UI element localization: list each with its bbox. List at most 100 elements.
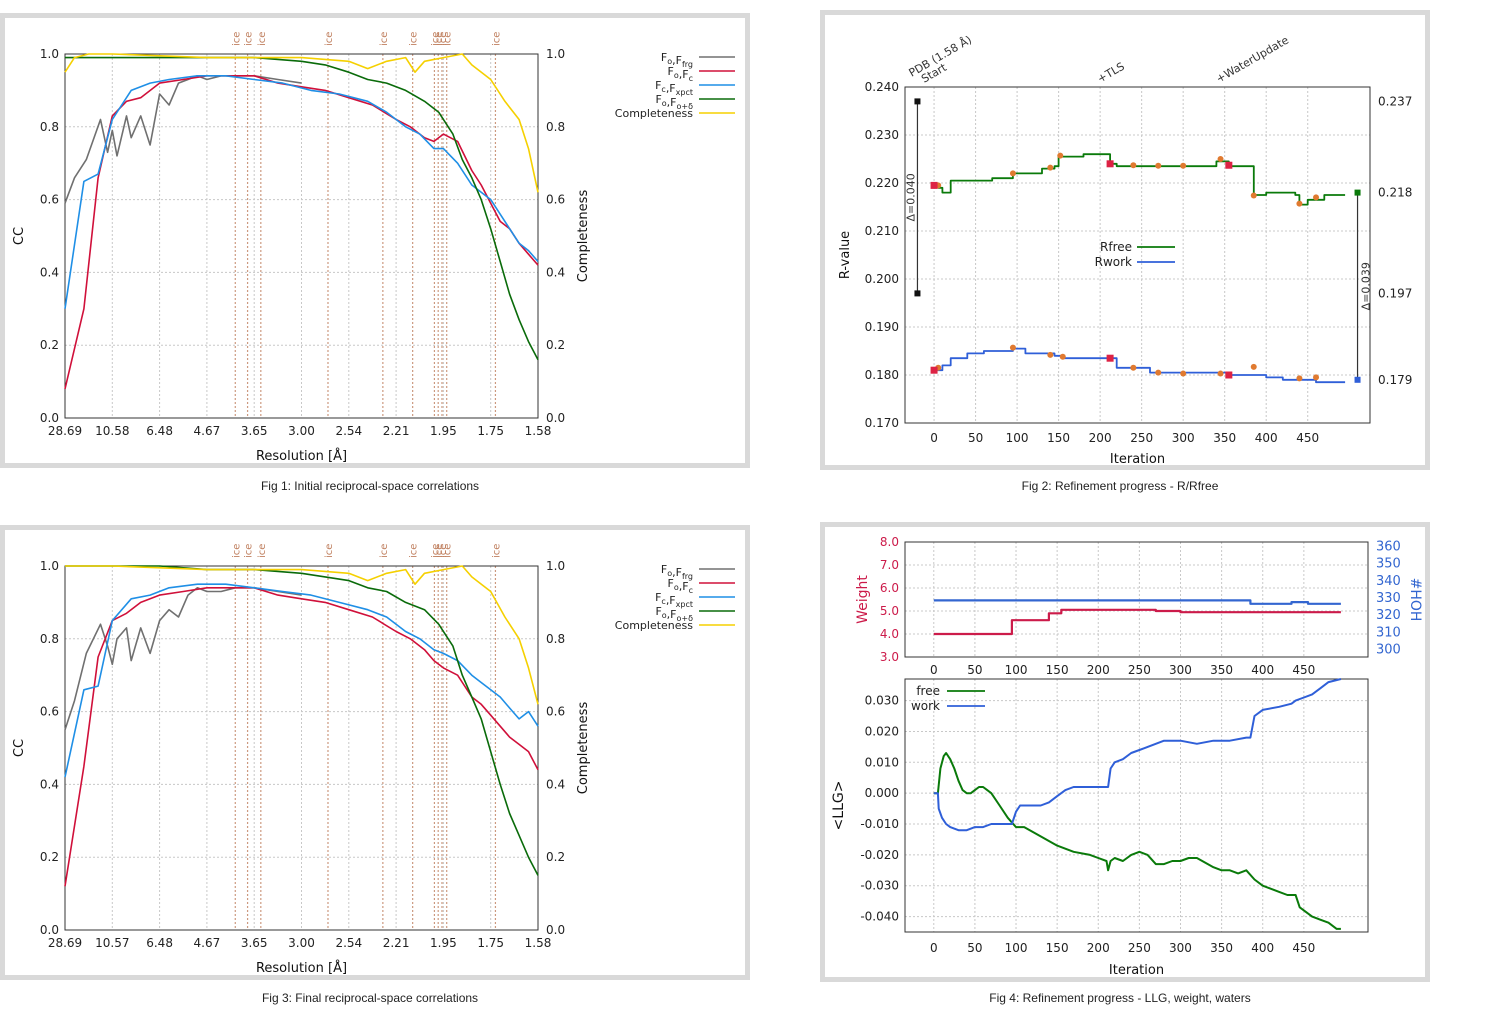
marker-point [1296, 375, 1303, 382]
ice-label: ice [491, 32, 502, 46]
marker-point [1217, 370, 1224, 377]
y-tick-label: 0.200 [865, 272, 899, 286]
legend-label: work [911, 699, 940, 713]
weight-tick-label: 3.0 [880, 650, 899, 664]
x-tick-label: 250 [1130, 431, 1153, 445]
legend-label: Fo,Fo+δ [655, 605, 693, 623]
marker-point [1180, 370, 1187, 377]
y2-tick-label: 0.2 [546, 850, 565, 864]
legend-label: Fo,Ffrg [661, 51, 693, 69]
y2-axis-label: Completeness [576, 190, 591, 283]
marker-point [1009, 344, 1016, 351]
x-tick-label: 28.69 [48, 424, 82, 438]
figure-4-panel: 0 50 100 150 200 250 300 350 400 450 3.0 4.0 5.0 6.0 7… [820, 522, 1430, 982]
hoh-tick-label: 360 [1376, 539, 1401, 554]
x-tick-label: 450 [1292, 941, 1315, 955]
y2-tick-label: 0.4 [546, 777, 565, 791]
ice-label: ice [379, 32, 390, 46]
marker-point [1047, 164, 1054, 171]
plot-frame [64, 53, 539, 419]
x-tick-label: 1.58 [525, 936, 552, 950]
bottom-plot-frame [904, 678, 1369, 933]
x-tick-label: 200 [1089, 431, 1112, 445]
y-tick-label: 0.2 [40, 338, 59, 352]
marker-point [1296, 200, 1303, 207]
series-line-red [64, 586, 539, 887]
x-tick-label: 3.00 [288, 936, 315, 950]
y-axis-label: CC [12, 739, 27, 757]
x-tick-label: 400 [1251, 663, 1274, 677]
x-tick-label: 1.75 [477, 424, 504, 438]
x-tick-label: 100 [1006, 431, 1029, 445]
marker-square [1106, 160, 1114, 168]
x-tick-label: 1.75 [477, 936, 504, 950]
y2-tick-label: 0.6 [546, 193, 565, 207]
marker-black [914, 290, 921, 297]
fig2-caption: Fig 2: Refinement progress - R/Rfree [1021, 479, 1219, 493]
annotation-label: +TLS [1095, 60, 1127, 86]
x-tick-label: 50 [967, 941, 982, 955]
marker-square [930, 366, 938, 374]
x-tick-label: 400 [1255, 431, 1278, 445]
annotation-label: +WaterUpdate [1214, 33, 1291, 85]
y2-tick-label: 0.8 [546, 632, 565, 646]
x-axis-label: Iteration [1110, 452, 1165, 465]
y-axis-label: CC [12, 227, 27, 245]
weight-tick-label: 8.0 [880, 535, 899, 549]
fig3-chart: 28.69 10.57 6.48 4.67 3.65 3.00 2.54 2.21 1.95 1.… [12, 544, 735, 975]
x-tick-label: 2.54 [335, 424, 362, 438]
hoh-axis-label: #HOH [1407, 578, 1423, 622]
series-line-grey [64, 586, 302, 731]
ice-label: ice [443, 544, 454, 558]
ice-label: ice [324, 544, 335, 558]
marker-point [1250, 192, 1257, 199]
ice-label: ice [438, 32, 449, 46]
series-line-weight [933, 608, 1341, 636]
y2-tick-label: 0.4 [546, 265, 565, 279]
marker-point [1155, 162, 1162, 169]
figure-1-panel: 28.69 10.58 6.48 4.67 3.65 3.00 2.54 2.21 1.95 1.… [0, 13, 750, 468]
llg-tick-label: 0.030 [865, 694, 899, 708]
ice-label: ice [231, 32, 242, 46]
figure-3-panel: 28.69 10.57 6.48 4.67 3.65 3.00 2.54 2.21 1.95 1.… [0, 525, 750, 980]
top-plot-frame [904, 541, 1369, 658]
series-line-free [933, 752, 1341, 930]
x-tick-label: 250 [1128, 663, 1151, 677]
y2-tick-label: 0.179 [1378, 373, 1412, 387]
marker-square [930, 181, 938, 189]
series-line-yellow [64, 53, 539, 193]
ice-label: ice [257, 32, 268, 46]
ice-label: ice [379, 544, 390, 558]
fig2-chart: 0 50 100 150 200 250 300 350 400 450 0.170 0.180 0.1… [838, 33, 1412, 465]
delta-label: Δ=0.039 [1360, 262, 1373, 310]
y2-tick-label: 0.6 [546, 705, 565, 719]
series-line-rwork [934, 347, 1346, 384]
legend-label: Completeness [615, 107, 693, 120]
x-axis-label: Resolution [Å] [256, 448, 347, 463]
x-tick-label: 200 [1087, 941, 1110, 955]
x-tick-label: 10.57 [95, 936, 129, 950]
x-tick-label: 250 [1128, 941, 1151, 955]
marker-point [1180, 162, 1187, 169]
fig1-chart: 28.69 10.58 6.48 4.67 3.65 3.00 2.54 2.21 1.95 1.… [12, 32, 735, 463]
x-tick-label: 100 [1005, 941, 1028, 955]
legend-label: Fc,Fxpct [655, 591, 693, 609]
y-tick-label: 0.170 [865, 416, 899, 430]
y2-tick-label: 0.8 [546, 120, 565, 134]
x-tick-label: 28.69 [48, 936, 82, 950]
fig1-caption: Fig 1: Initial reciprocal-space correlat… [260, 479, 480, 493]
series-line-hoh [933, 599, 1341, 605]
x-tick-label: 50 [968, 431, 983, 445]
marker-point [1313, 194, 1320, 201]
y-tick-label: 0.8 [40, 632, 59, 646]
x-tick-label: 0 [930, 941, 938, 955]
fig4-caption: Fig 4: Refinement progress - LLG, weight… [989, 991, 1251, 1005]
weight-axis-label: Weight [855, 575, 871, 624]
ice-label: ice [443, 32, 454, 46]
legend-label: Rfree [1100, 240, 1132, 254]
llg-axis-label: <LLG> [831, 781, 847, 831]
weight-tick-label: 4.0 [880, 627, 899, 641]
hoh-tick-label: 330 [1376, 591, 1401, 606]
y2-tick-label: 0.2 [546, 338, 565, 352]
x-tick-label: 0 [930, 663, 938, 677]
